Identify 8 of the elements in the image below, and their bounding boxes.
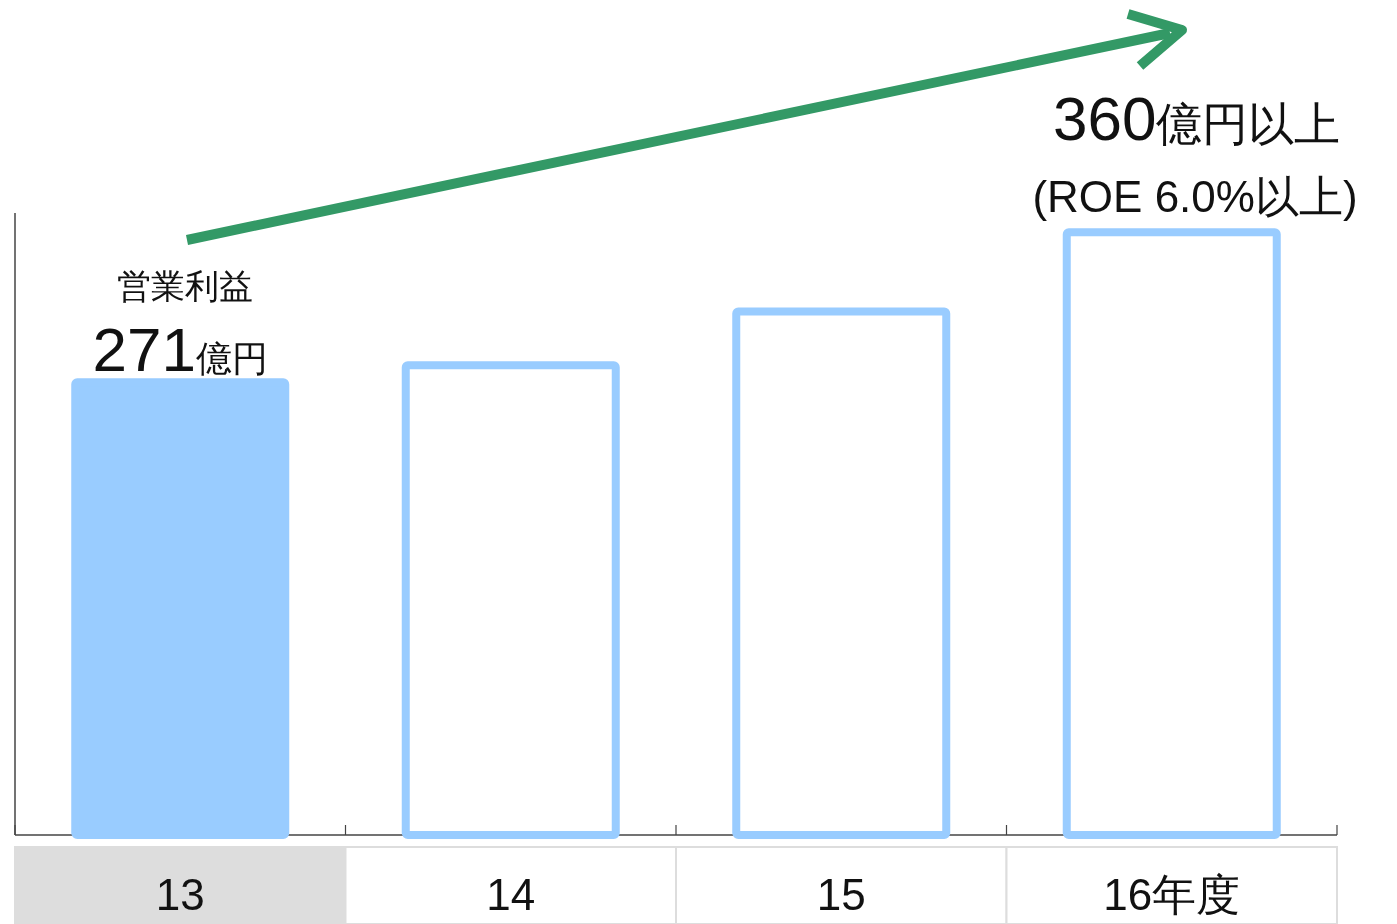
- data-label: 360億円以上: [1053, 84, 1341, 154]
- x-tick-label: 15: [816, 870, 866, 919]
- x-tick-label: 14: [486, 870, 536, 919]
- annotation: (ROE 6.0%以上): [1032, 172, 1358, 221]
- annotation: 営業利益: [117, 267, 253, 305]
- x-tick-label: 16年度: [1103, 870, 1241, 919]
- data-label: 271億円: [92, 315, 268, 385]
- x-tick-label: 13: [155, 870, 205, 919]
